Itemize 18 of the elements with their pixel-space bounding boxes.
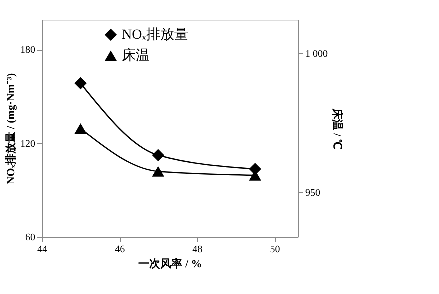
point bbox=[74, 123, 87, 134]
x-axis-title: 一次风率 / % bbox=[138, 258, 202, 270]
point bbox=[74, 77, 87, 90]
legend-label: NOₓ排放量 bbox=[122, 27, 188, 43]
y-tick-label: 120 bbox=[20, 138, 36, 150]
x-tick-label: 48 bbox=[192, 244, 203, 256]
legend-label: 床温 bbox=[122, 48, 150, 64]
y2-axis-title: 床温 / ℃ bbox=[331, 108, 344, 150]
x-tick-label: 44 bbox=[38, 244, 48, 256]
point bbox=[152, 166, 164, 177]
point bbox=[152, 149, 164, 162]
y-tick-label: 60 bbox=[26, 232, 36, 244]
y2-tick-label: 1 000 bbox=[306, 48, 328, 60]
x-tick-label: 46 bbox=[115, 244, 126, 256]
x-tick-label: 50 bbox=[270, 244, 280, 256]
y-tick-label: 180 bbox=[20, 45, 36, 56]
y2-tick-label: 950 bbox=[306, 188, 320, 199]
y-axis-title: NOₓ排放量 / (mg·Nm⁻³) bbox=[4, 73, 18, 185]
